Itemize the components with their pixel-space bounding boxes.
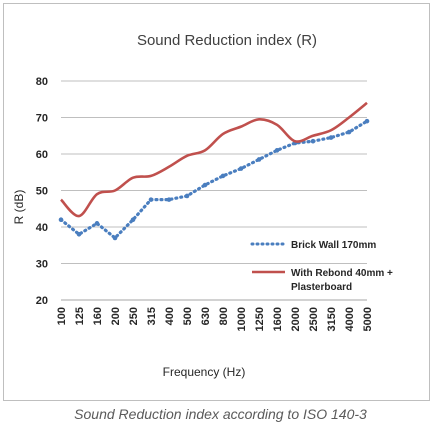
- chart-frame: Sound Reduction index (R) 20 30 40 50 60 70 80…: [3, 3, 430, 401]
- y-tick-label: 20: [36, 295, 48, 307]
- legend: Brick Wall 170mm With Rebond 40mm + Plaste…: [250, 240, 393, 293]
- x-tick-label: 4000: [344, 307, 356, 331]
- legend-label: With Rebond 40mm +: [291, 268, 393, 279]
- y-tick-label: 80: [36, 76, 48, 88]
- series-line: [59, 119, 369, 241]
- legend-entry-rebond: With Rebond 40mm + Plasterboard: [252, 268, 393, 293]
- x-axis-ticks: 100 125 160 200 250 315 400 500 630 800 1000 1250 16…: [56, 307, 374, 331]
- x-tick-label: 400: [164, 307, 176, 325]
- x-tick-label: 1000: [236, 307, 248, 331]
- y-tick-label: 50: [36, 186, 48, 198]
- series-group: [58, 101, 370, 241]
- x-tick-label: 100: [56, 307, 68, 325]
- x-tick-label: 630: [200, 307, 212, 325]
- chart-title: Sound Reduction index (R): [137, 32, 317, 49]
- x-tick-label: 500: [182, 307, 194, 325]
- series-line: [60, 101, 368, 218]
- x-tick-label: 125: [74, 307, 86, 325]
- legend-label: Brick Wall 170mm: [291, 240, 376, 251]
- x-tick-label: 315: [146, 307, 158, 325]
- x-tick-label: 5000: [362, 307, 374, 331]
- legend-entry-brick-wall: Brick Wall 170mm: [250, 240, 376, 251]
- x-tick-label: 1250: [254, 307, 266, 331]
- x-tick-label: 2000: [290, 307, 302, 331]
- y-axis-label: R (dB): [12, 190, 26, 225]
- y-tick-label: 60: [36, 149, 48, 161]
- y-tick-label: 30: [36, 259, 48, 271]
- legend-label: Plasterboard: [291, 282, 352, 293]
- figure-caption: Sound Reduction index according to ISO 1…: [74, 406, 367, 422]
- series-brick-wall: [58, 118, 370, 241]
- x-tick-label: 800: [218, 307, 230, 325]
- x-tick-label: 3150: [326, 307, 338, 331]
- y-axis-ticks: 20 30 40 50 60 70 80: [36, 76, 48, 307]
- x-tick-label: 250: [128, 307, 140, 325]
- x-tick-label: 160: [92, 307, 104, 325]
- y-tick-label: 70: [36, 113, 48, 125]
- series-rebond: [60, 101, 368, 218]
- x-tick-label: 2500: [308, 307, 320, 331]
- x-axis-label: Frequency (Hz): [163, 365, 246, 379]
- x-tick-label: 1600: [272, 307, 284, 331]
- y-tick-label: 40: [36, 222, 48, 234]
- x-tick-label: 200: [110, 307, 122, 325]
- sound-reduction-chart: Sound Reduction index (R) 20 30 40 50 60 70 80…: [12, 32, 393, 379]
